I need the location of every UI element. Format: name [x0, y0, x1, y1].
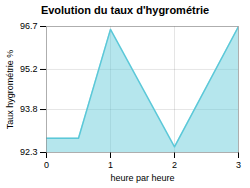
svg-text:95.2: 95.2	[20, 64, 38, 74]
html-text:Evolution du taux d'hygrométri: Evolution du taux d'hygrométrie	[40, 4, 210, 16]
svg-text:2: 2	[172, 160, 177, 170]
svg-text:3: 3	[236, 160, 241, 170]
svg-text:0: 0	[44, 160, 49, 170]
svg-text:Taux hygrométrie %: Taux hygrométrie %	[5, 50, 15, 130]
svg-text:93.8: 93.8	[20, 104, 38, 114]
svg-text:1: 1	[108, 160, 113, 170]
svg-text:heure par heure: heure par heure	[110, 173, 174, 183]
svg-text:92.3: 92.3	[20, 147, 38, 157]
svg-text:96.7: 96.7	[20, 21, 38, 31]
